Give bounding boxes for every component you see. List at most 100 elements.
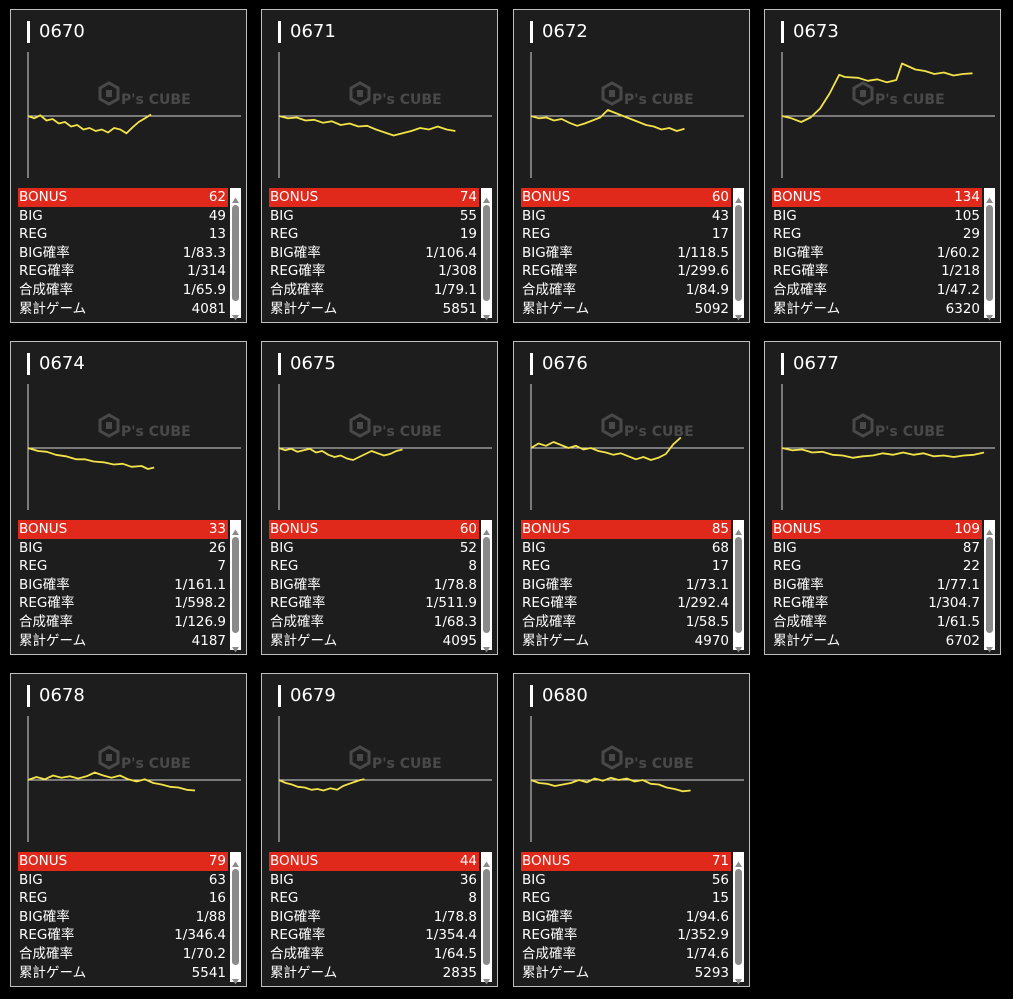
scrollbar[interactable] xyxy=(481,520,492,653)
stat-row-reg-rate: REG確率 1/346.4 xyxy=(18,926,228,945)
scroll-down-icon[interactable] xyxy=(482,971,491,985)
scroll-up-icon[interactable] xyxy=(482,190,491,203)
stats-table: BONUS 79 BIG 63 REG 16 BIG確率 1/88 REG確率 1/346.4 合成… xyxy=(18,852,228,982)
machine-card[interactable]: 0672 P's CUBE BONUS 60 BIG 43 REG 17 BIG確率 1/118.… xyxy=(513,9,750,323)
scroll-thumb[interactable] xyxy=(735,205,742,301)
scroll-down-icon[interactable] xyxy=(482,307,491,321)
stat-row-games: 累計ゲーム 5851 xyxy=(269,300,479,319)
scroll-down-icon[interactable] xyxy=(231,639,240,653)
machine-card[interactable]: 0670 P's CUBE BONUS 62 BIG 49 REG 13 BIG確率 1/83.3… xyxy=(10,9,247,323)
stat-label: REG xyxy=(270,558,299,575)
stat-label: REG xyxy=(270,890,299,907)
scrollbar[interactable] xyxy=(230,520,241,653)
stat-row-total-rate: 合成確率 1/126.9 xyxy=(18,613,228,632)
scroll-thumb[interactable] xyxy=(483,205,490,301)
stat-row-total-rate: 合成確率 1/47.2 xyxy=(772,281,982,300)
scroll-down-icon[interactable] xyxy=(985,307,994,321)
stat-row-big-rate: BIG確率 1/83.3 xyxy=(18,244,228,263)
stat-row-big: BIG 43 xyxy=(521,207,731,226)
scroll-down-icon[interactable] xyxy=(734,307,743,321)
machine-card[interactable]: 0674 P's CUBE BONUS 33 BIG 26 REG 7 BIG確率 1/161.1… xyxy=(10,341,247,655)
stat-value: 79 xyxy=(208,853,226,869)
scroll-down-icon[interactable] xyxy=(482,639,491,653)
machine-card[interactable]: 0677 P's CUBE BONUS 109 BIG 87 REG 22 BIG確率 1/77.… xyxy=(764,341,1001,655)
machine-card[interactable]: 0676 P's CUBE BONUS 85 BIG 68 REG 17 BIG確率 1/73.1… xyxy=(513,341,750,655)
stat-value: 1/77.1 xyxy=(936,576,980,593)
scroll-up-icon[interactable] xyxy=(734,522,743,535)
scrollbar[interactable] xyxy=(481,852,492,985)
scroll-up-icon[interactable] xyxy=(231,522,240,535)
scroll-up-icon[interactable] xyxy=(231,190,240,203)
scroll-up-icon[interactable] xyxy=(985,522,994,535)
scroll-thumb[interactable] xyxy=(735,537,742,633)
scroll-thumb[interactable] xyxy=(483,537,490,633)
scroll-up-icon[interactable] xyxy=(734,190,743,203)
scroll-thumb[interactable] xyxy=(986,205,993,301)
stat-value: 16 xyxy=(208,890,226,907)
scrollbar[interactable] xyxy=(984,520,995,653)
watermark-logo: P's CUBE xyxy=(601,745,694,772)
scroll-down-icon[interactable] xyxy=(734,971,743,985)
stat-row-reg-rate: REG確率 1/299.6 xyxy=(521,262,731,281)
stat-value: 63 xyxy=(208,871,226,888)
scroll-up-icon[interactable] xyxy=(734,854,743,867)
scroll-thumb[interactable] xyxy=(735,869,742,965)
scrollbar[interactable] xyxy=(733,852,744,985)
scrollbar[interactable] xyxy=(733,188,744,321)
stat-value: 6320 xyxy=(945,300,980,317)
stat-row-total-rate: 合成確率 1/65.9 xyxy=(18,281,228,300)
stat-row-bonus: BONUS 60 xyxy=(521,188,731,207)
stats-table: BONUS 71 BIG 56 REG 15 BIG確率 1/94.6 REG確率 1/352.9… xyxy=(521,852,731,982)
scroll-thumb[interactable] xyxy=(232,869,239,965)
scroll-thumb[interactable] xyxy=(986,537,993,633)
scroll-up-icon[interactable] xyxy=(985,190,994,203)
stat-label: BIG xyxy=(522,539,546,556)
machine-card[interactable]: 0678 P's CUBE BONUS 79 BIG 63 REG 16 BIG確率 1/88 RE… xyxy=(10,673,247,987)
stat-row-reg: REG 13 xyxy=(18,225,228,244)
watermark-logo: P's CUBE xyxy=(852,413,945,440)
watermark-logo: P's CUBE xyxy=(601,81,694,108)
scroll-down-icon[interactable] xyxy=(231,971,240,985)
stat-label: BIG xyxy=(773,207,797,224)
machine-number: 0679 xyxy=(278,685,336,707)
stat-row-reg: REG 29 xyxy=(772,225,982,244)
scrollbar[interactable] xyxy=(733,520,744,653)
scroll-down-icon[interactable] xyxy=(985,639,994,653)
scrollbar[interactable] xyxy=(481,188,492,321)
watermark-logo: P's CUBE xyxy=(98,745,191,772)
machine-card[interactable]: 0671 P's CUBE BONUS 74 BIG 55 REG 19 BIG確率 1/106.… xyxy=(261,9,498,323)
cube-icon xyxy=(98,413,120,438)
scroll-thumb[interactable] xyxy=(232,205,239,301)
stat-value: 1/70.2 xyxy=(182,945,226,962)
scroll-up-icon[interactable] xyxy=(482,522,491,535)
machine-number: 0672 xyxy=(530,21,588,43)
machine-card[interactable]: 0673 P's CUBE BONUS 134 BIG 105 REG 29 BIG確率 1/60… xyxy=(764,9,1001,323)
stat-value: 19 xyxy=(459,226,477,243)
slump-line xyxy=(27,771,196,792)
slump-line xyxy=(27,447,155,470)
cube-icon xyxy=(349,745,371,770)
stat-row-big-rate: BIG確率 1/94.6 xyxy=(521,908,731,927)
machine-card[interactable]: 0679 P's CUBE BONUS 44 BIG 36 REG 8 BIG確率 1/78.8 R… xyxy=(261,673,498,987)
stat-label: REG確率 xyxy=(19,927,75,944)
stat-value: 1/65.9 xyxy=(182,281,226,298)
stat-label: 合成確率 xyxy=(19,945,73,962)
scrollbar[interactable] xyxy=(984,188,995,321)
stat-value: 1/308 xyxy=(438,263,477,280)
scroll-up-icon[interactable] xyxy=(231,854,240,867)
scrollbar[interactable] xyxy=(230,188,241,321)
machine-card[interactable]: 0680 P's CUBE BONUS 71 BIG 56 REG 15 BIG確率 1/94.6… xyxy=(513,673,750,987)
scroll-thumb[interactable] xyxy=(483,869,490,965)
scroll-up-icon[interactable] xyxy=(482,854,491,867)
scrollbar[interactable] xyxy=(230,852,241,985)
machine-card[interactable]: 0675 P's CUBE BONUS 60 BIG 52 REG 8 BIG確率 1/78.8 R… xyxy=(261,341,498,655)
stat-row-total-rate: 合成確率 1/79.1 xyxy=(269,281,479,300)
scroll-down-icon[interactable] xyxy=(231,307,240,321)
stat-value: 1/68.3 xyxy=(433,613,477,630)
stat-label: BIG xyxy=(19,871,43,888)
scroll-down-icon[interactable] xyxy=(734,639,743,653)
stat-label: REG xyxy=(522,558,551,575)
scroll-thumb[interactable] xyxy=(232,537,239,633)
cube-icon xyxy=(601,745,623,770)
stat-value: 1/47.2 xyxy=(936,281,980,298)
